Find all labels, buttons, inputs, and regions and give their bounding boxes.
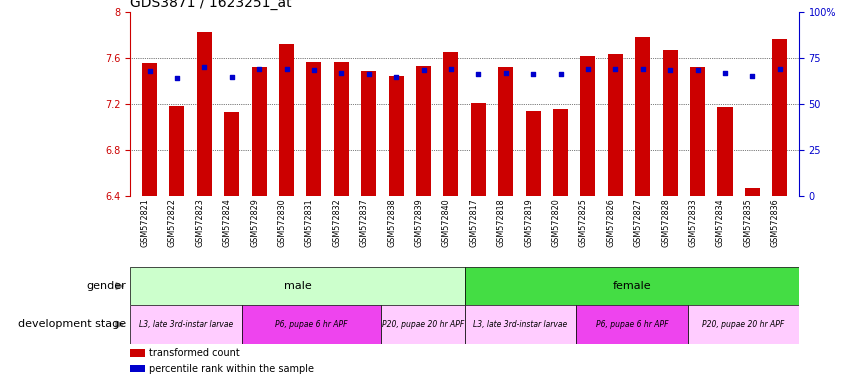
Text: GSM572837: GSM572837 [360, 199, 368, 247]
Point [554, 71, 568, 77]
Point [417, 67, 431, 73]
Text: male: male [283, 281, 311, 291]
Point [746, 73, 759, 79]
Text: GSM572832: GSM572832 [332, 199, 341, 247]
Bar [471, 103, 486, 196]
Bar [690, 67, 705, 196]
Bar [717, 107, 733, 196]
Point [664, 67, 677, 73]
Bar [464, 305, 576, 344]
Text: GSM572824: GSM572824 [223, 199, 232, 247]
Bar [745, 188, 760, 196]
Text: GSM572835: GSM572835 [743, 199, 753, 247]
Text: GSM572827: GSM572827 [634, 199, 643, 247]
Bar [241, 305, 381, 344]
Text: GSM572817: GSM572817 [469, 199, 479, 247]
Point [690, 67, 704, 73]
Text: GSM572818: GSM572818 [497, 199, 505, 247]
Text: GSM572821: GSM572821 [140, 199, 150, 247]
Bar [498, 67, 513, 196]
Point [307, 67, 320, 73]
Point [280, 66, 294, 72]
Point [170, 75, 183, 81]
Text: GSM572825: GSM572825 [579, 199, 588, 247]
Bar [443, 52, 458, 196]
Bar [580, 56, 595, 196]
Point [636, 66, 649, 72]
Text: GSM572819: GSM572819 [524, 199, 533, 247]
Point [526, 71, 540, 77]
Bar [251, 67, 267, 196]
Point [444, 66, 458, 72]
Bar [553, 109, 568, 196]
Point [252, 66, 266, 72]
Bar [608, 54, 623, 196]
Point [389, 74, 403, 80]
Point [472, 71, 485, 77]
Bar [334, 62, 349, 196]
Text: P20, pupae 20 hr APF: P20, pupae 20 hr APF [382, 320, 464, 329]
Point [773, 66, 786, 72]
Text: GSM572828: GSM572828 [661, 199, 670, 247]
Point [581, 66, 595, 72]
Point [718, 70, 732, 76]
Text: L3, late 3rd-instar larvae: L3, late 3rd-instar larvae [473, 320, 568, 329]
Text: GSM572840: GSM572840 [442, 199, 451, 247]
Point [225, 74, 239, 80]
Text: GSM572830: GSM572830 [278, 199, 287, 247]
Bar [279, 44, 294, 196]
Bar [197, 32, 212, 196]
Point [143, 68, 156, 74]
Point [335, 70, 348, 76]
Text: GSM572834: GSM572834 [716, 199, 725, 247]
Point [362, 71, 375, 77]
Text: GSM572820: GSM572820 [552, 199, 561, 247]
Text: GSM572829: GSM572829 [250, 199, 259, 247]
Text: gender: gender [87, 281, 126, 291]
Text: development stage: development stage [18, 319, 126, 329]
Text: P6, pupae 6 hr APF: P6, pupae 6 hr APF [275, 320, 347, 329]
Text: female: female [612, 281, 651, 291]
Bar [130, 305, 241, 344]
Point [198, 64, 211, 70]
Text: GSM572833: GSM572833 [689, 199, 697, 247]
Bar [169, 106, 184, 196]
Text: percentile rank within the sample: percentile rank within the sample [149, 364, 314, 374]
Text: GDS3871 / 1623251_at: GDS3871 / 1623251_at [130, 0, 292, 10]
Bar [130, 267, 464, 305]
Bar [362, 71, 376, 196]
Text: L3, late 3rd-instar larvae: L3, late 3rd-instar larvae [139, 320, 233, 329]
Point [499, 70, 512, 76]
Point [609, 66, 622, 72]
Text: P20, pupae 20 hr APF: P20, pupae 20 hr APF [702, 320, 785, 329]
Bar [663, 50, 678, 196]
Text: P6, pupae 6 hr APF: P6, pupae 6 hr APF [595, 320, 668, 329]
Bar [142, 63, 157, 196]
Text: GSM572823: GSM572823 [195, 199, 204, 247]
Bar [130, 349, 145, 357]
Bar [381, 305, 464, 344]
Bar [464, 267, 799, 305]
Text: GSM572822: GSM572822 [168, 199, 177, 247]
Bar [526, 111, 541, 196]
Text: GSM572836: GSM572836 [770, 199, 780, 247]
Text: transformed count: transformed count [149, 348, 240, 358]
Text: GSM572826: GSM572826 [606, 199, 616, 247]
Bar [635, 37, 650, 196]
Text: GSM572831: GSM572831 [305, 199, 314, 247]
Bar [576, 305, 687, 344]
Text: GSM572838: GSM572838 [387, 199, 396, 247]
Bar [306, 62, 321, 196]
Bar [772, 39, 787, 196]
Text: GSM572839: GSM572839 [415, 199, 424, 247]
Bar [687, 305, 799, 344]
Bar [389, 76, 404, 196]
Bar [416, 66, 431, 196]
Bar [225, 112, 240, 196]
Bar [130, 365, 145, 372]
